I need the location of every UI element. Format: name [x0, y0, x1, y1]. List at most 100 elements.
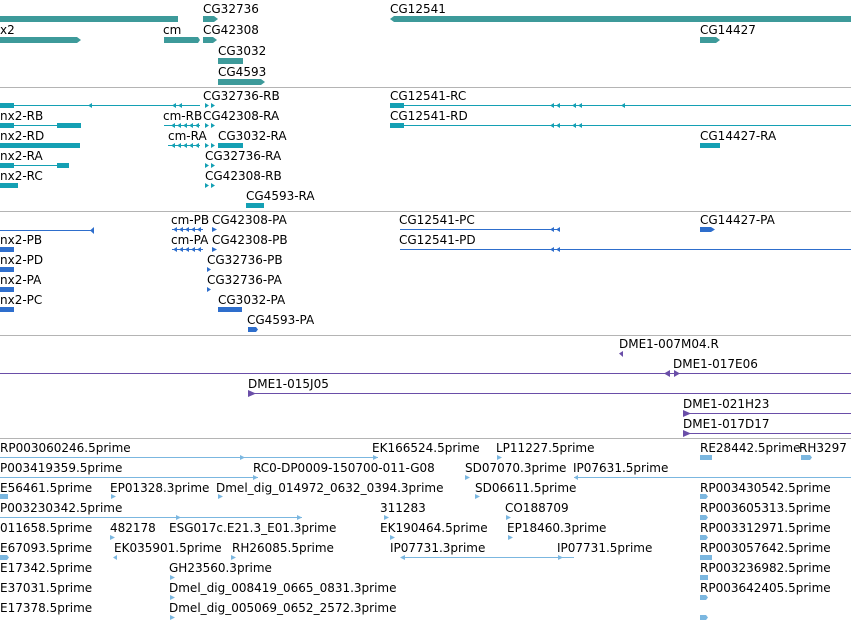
- transcript-label[interactable]: CG32736-RB: [203, 89, 280, 103]
- transcript-label[interactable]: CG42308-RA: [203, 109, 280, 123]
- clone-feature[interactable]: [664, 370, 670, 377]
- est-feature[interactable]: [231, 555, 236, 560]
- est-label[interactable]: E37031.5prime: [0, 581, 93, 595]
- est-label[interactable]: CO188709: [505, 501, 569, 515]
- est-feature[interactable]: [297, 515, 302, 520]
- est-feature[interactable]: [700, 515, 708, 520]
- protein-label[interactable]: CG42308-PA: [212, 213, 287, 227]
- transcript-exon[interactable]: [0, 123, 14, 128]
- est-label[interactable]: GH23560.3prime: [169, 561, 272, 575]
- protein-label[interactable]: CG42308-PB: [212, 233, 288, 247]
- est-feature[interactable]: [170, 615, 175, 620]
- est-label[interactable]: IP07731.5prime: [557, 541, 653, 555]
- est-feature[interactable]: [475, 494, 480, 499]
- gene-feature[interactable]: [203, 16, 218, 22]
- protein-feature[interactable]: [248, 327, 258, 332]
- est-label[interactable]: RP003060246.5prime: [0, 441, 131, 455]
- est-label[interactable]: Dmel_dig_014972_0632_0394.3prime: [216, 481, 444, 495]
- transcript-label[interactable]: CG4593-RA: [246, 189, 315, 203]
- gene-label[interactable]: cm: [163, 23, 182, 37]
- est-label[interactable]: ESG017c.E21.3_E01.3prime: [169, 521, 337, 535]
- protein-feature[interactable]: [212, 247, 217, 252]
- protein-feature[interactable]: [700, 227, 715, 232]
- transcript-exon[interactable]: [171, 123, 199, 128]
- gene-label[interactable]: CG3032: [218, 44, 267, 58]
- est-feature[interactable]: [253, 475, 258, 480]
- est-label[interactable]: RH26085.5prime: [232, 541, 334, 555]
- est-label[interactable]: RE28442.5prime: [700, 441, 801, 455]
- transcript-exon[interactable]: [218, 143, 243, 148]
- transcript-exon[interactable]: [390, 103, 404, 108]
- est-label[interactable]: IP07631.5prime: [573, 461, 669, 475]
- est-feature[interactable]: [700, 555, 712, 560]
- est-feature[interactable]: [574, 475, 578, 480]
- est-feature[interactable]: [558, 555, 563, 560]
- est-label[interactable]: RP003057642.5prime: [700, 541, 831, 555]
- protein-feature[interactable]: [173, 227, 201, 232]
- transcript-label[interactable]: CG12541-RD: [390, 109, 468, 123]
- transcript-label[interactable]: nx2-RB: [0, 109, 44, 123]
- protein-label[interactable]: CG32736-PA: [207, 273, 282, 287]
- protein-feature[interactable]: [550, 247, 560, 252]
- est-feature[interactable]: [700, 455, 712, 460]
- gene-feature[interactable]: [0, 16, 178, 22]
- transcript-label[interactable]: nx2-RA: [0, 149, 43, 163]
- clone-feature[interactable]: [619, 351, 623, 357]
- gene-feature[interactable]: [218, 79, 265, 85]
- protein-feature[interactable]: [212, 227, 217, 232]
- transcript-label[interactable]: CG42308-RB: [205, 169, 282, 183]
- est-feature[interactable]: [700, 494, 708, 499]
- est-label[interactable]: SD06611.5prime: [475, 481, 577, 495]
- clone-feature[interactable]: [683, 430, 691, 437]
- protein-label[interactable]: CG32736-PB: [207, 253, 283, 267]
- transcript-label[interactable]: nx2-RD: [0, 129, 45, 143]
- gene-label[interactable]: CG12541: [390, 2, 446, 16]
- transcript-exon[interactable]: [0, 163, 14, 168]
- transcript-exon[interactable]: [550, 123, 560, 128]
- transcript-label[interactable]: cm-RA: [168, 129, 207, 143]
- gene-label[interactable]: CG32736: [203, 2, 259, 16]
- transcript-label[interactable]: CG32736-RA: [205, 149, 282, 163]
- est-label[interactable]: E56461.5prime: [0, 481, 93, 495]
- protein-feature[interactable]: [173, 247, 201, 252]
- transcript-exon[interactable]: [621, 103, 625, 108]
- est-feature[interactable]: [700, 615, 708, 620]
- protein-label[interactable]: cm-PA: [171, 233, 209, 247]
- transcript-exon[interactable]: [700, 143, 720, 148]
- protein-label[interactable]: nx2-PB: [0, 233, 43, 247]
- est-feature[interactable]: [497, 455, 502, 460]
- protein-feature[interactable]: [0, 267, 14, 272]
- clone-feature[interactable]: [683, 410, 691, 417]
- protein-label[interactable]: CG12541-PD: [399, 233, 476, 247]
- gene-feature[interactable]: [0, 37, 81, 43]
- est-feature[interactable]: [111, 494, 116, 499]
- clone-label[interactable]: DME1-021H23: [683, 397, 770, 411]
- transcript-label[interactable]: CG12541-RC: [390, 89, 467, 103]
- est-label[interactable]: E17342.5prime: [0, 561, 93, 575]
- est-label[interactable]: E67093.5prime: [0, 541, 93, 555]
- transcript-exon[interactable]: [205, 123, 215, 128]
- est-label[interactable]: RP003605313.5prime: [700, 501, 831, 515]
- est-feature[interactable]: [390, 535, 395, 540]
- est-label[interactable]: EK166524.5prime: [372, 441, 480, 455]
- est-label[interactable]: RP003312971.5prime: [700, 521, 831, 535]
- clone-label[interactable]: DME1-017D17: [683, 417, 770, 431]
- est-feature[interactable]: [400, 555, 405, 560]
- protein-feature[interactable]: [550, 227, 560, 232]
- est-feature[interactable]: [506, 515, 511, 520]
- transcript-exon[interactable]: [205, 143, 215, 148]
- clone-label[interactable]: DME1-007M04.R: [619, 337, 719, 351]
- protein-label[interactable]: CG14427-PA: [700, 213, 775, 227]
- protein-label[interactable]: nx2-PD: [0, 253, 44, 267]
- protein-label[interactable]: nx2-PC: [0, 293, 43, 307]
- est-feature[interactable]: [218, 494, 223, 499]
- est-label[interactable]: RP003430542.5prime: [700, 481, 831, 495]
- protein-feature[interactable]: [0, 287, 14, 292]
- transcript-exon[interactable]: [0, 183, 18, 188]
- est-label[interactable]: EP18460.3prime: [507, 521, 607, 535]
- est-label[interactable]: P003230342.5prime: [0, 501, 123, 515]
- protein-feature[interactable]: [207, 287, 211, 292]
- transcript-exon[interactable]: [57, 163, 69, 168]
- transcript-exon[interactable]: [205, 183, 215, 188]
- est-label[interactable]: RC0-DP0009-150700-011-G08: [253, 461, 435, 475]
